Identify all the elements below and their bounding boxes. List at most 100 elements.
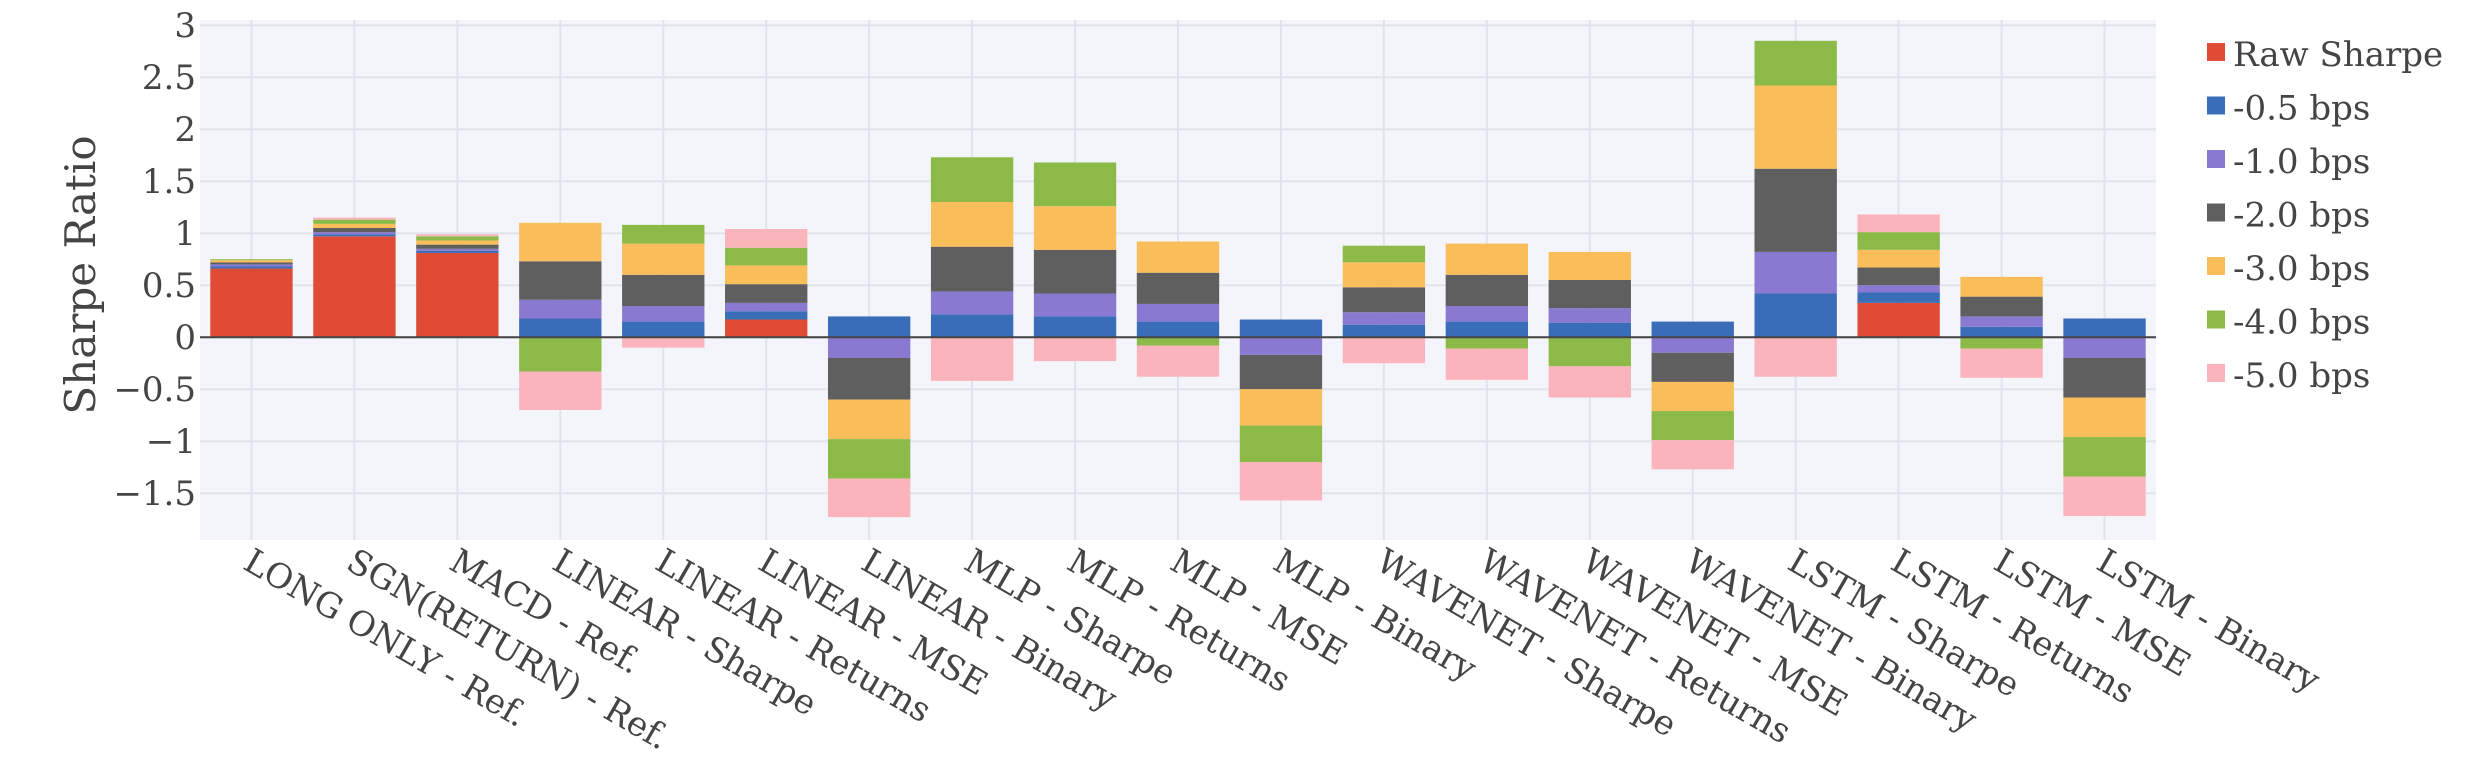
bar-segment[interactable] <box>210 260 293 263</box>
bar-segment[interactable] <box>1342 312 1426 325</box>
bar-segment[interactable] <box>930 157 1014 202</box>
bar-segment[interactable] <box>2063 397 2146 438</box>
bar-segment[interactable] <box>1754 251 1837 294</box>
legend-item[interactable]: -2.0 bps <box>2207 196 2370 236</box>
bar-segment[interactable] <box>827 316 911 338</box>
bar-segment[interactable] <box>519 337 602 372</box>
bar-segment[interactable] <box>1136 241 1220 273</box>
bar-segment[interactable] <box>930 337 1014 381</box>
legend-item[interactable]: -1.0 bps <box>2207 142 2370 182</box>
bar-segment[interactable] <box>313 223 396 228</box>
bar-segment[interactable] <box>416 252 499 338</box>
bar-segment[interactable] <box>1857 302 1940 338</box>
bar-segment[interactable] <box>210 266 293 269</box>
bar-segment[interactable] <box>1960 326 2043 338</box>
bar-segment[interactable] <box>1342 262 1426 288</box>
bar-segment[interactable] <box>1239 462 1323 501</box>
bar-segment[interactable] <box>313 219 396 224</box>
bar-segment[interactable] <box>1651 411 1734 441</box>
bar-segment[interactable] <box>622 224 705 244</box>
bar-segment[interactable] <box>313 228 396 233</box>
bar-segment[interactable] <box>1857 292 1940 303</box>
bar-segment[interactable] <box>1445 321 1529 338</box>
bar-segment[interactable] <box>1239 319 1323 338</box>
bar-segment[interactable] <box>313 236 396 338</box>
bar-segment[interactable] <box>1342 287 1426 313</box>
bar-segment[interactable] <box>2063 437 2146 477</box>
bar-segment[interactable] <box>1342 245 1426 263</box>
legend-item[interactable]: Raw Sharpe <box>2207 35 2443 75</box>
bar-segment[interactable] <box>725 229 808 248</box>
bar-segment[interactable] <box>1651 440 1734 470</box>
bar-segment[interactable] <box>1445 348 1529 380</box>
bar-segment[interactable] <box>1136 345 1220 377</box>
bar-segment[interactable] <box>622 321 705 338</box>
bar-segment[interactable] <box>1033 337 1117 362</box>
bar-segment[interactable] <box>1136 272 1220 304</box>
bar-segment[interactable] <box>1033 316 1117 338</box>
bar-segment[interactable] <box>1651 321 1734 338</box>
bar-segment[interactable] <box>313 232 396 235</box>
bar-segment[interactable] <box>1033 293 1117 317</box>
bar-segment[interactable] <box>210 268 293 338</box>
bar-segment[interactable] <box>416 236 499 241</box>
bar-segment[interactable] <box>1136 303 1220 322</box>
bar-segment[interactable] <box>1754 40 1837 86</box>
bar-segment[interactable] <box>827 478 911 518</box>
bar-segment[interactable] <box>1033 206 1117 250</box>
bar-segment[interactable] <box>1342 324 1426 338</box>
bar-segment[interactable] <box>827 337 911 358</box>
bar-segment[interactable] <box>1548 308 1631 323</box>
bar-segment[interactable] <box>827 439 911 479</box>
bar-segment[interactable] <box>1960 296 2043 317</box>
bar-segment[interactable] <box>827 399 911 440</box>
legend[interactable]: Raw Sharpe -0.5 bps -1.0 bps -2.0 bps -3.0 b… <box>2207 35 2443 396</box>
bar-segment[interactable] <box>725 311 808 320</box>
bar-segment[interactable] <box>1548 280 1631 309</box>
bar-segment[interactable] <box>519 261 602 300</box>
bar-segment[interactable] <box>1960 348 2043 378</box>
bar-segment[interactable] <box>930 291 1014 315</box>
bar-segment[interactable] <box>1754 85 1837 169</box>
bar-segment[interactable] <box>622 274 705 306</box>
bar-segment[interactable] <box>416 234 499 237</box>
bar-segment[interactable] <box>1033 162 1117 207</box>
legend-item[interactable]: -0.5 bps <box>2207 89 2370 129</box>
bar-segment[interactable] <box>2063 337 2146 358</box>
bar-segment[interactable] <box>1651 381 1734 412</box>
bar-segment[interactable] <box>1548 337 1631 367</box>
bar-segment[interactable] <box>725 302 808 312</box>
bar-segment[interactable] <box>1857 249 1940 268</box>
bar-segment[interactable] <box>2063 476 2146 517</box>
bar-segment[interactable] <box>1960 316 2043 327</box>
bar-segment[interactable] <box>1754 293 1837 338</box>
bar-segment[interactable] <box>416 250 499 253</box>
bar-segment[interactable] <box>1136 321 1220 338</box>
legend-item[interactable]: -3.0 bps <box>2207 249 2370 289</box>
bar-segment[interactable] <box>1857 232 1940 250</box>
bar-segment[interactable] <box>416 248 499 251</box>
bar-segment[interactable] <box>1239 425 1323 462</box>
bar-segment[interactable] <box>1651 352 1734 382</box>
bar-segment[interactable] <box>210 264 293 267</box>
bar-segment[interactable] <box>1445 243 1529 275</box>
legend-item[interactable]: -5.0 bps <box>2207 356 2370 396</box>
bar-segment[interactable] <box>1857 285 1940 293</box>
bar-segment[interactable] <box>1857 214 1940 233</box>
bar-segment[interactable] <box>1548 251 1631 280</box>
bar-segment[interactable] <box>1960 276 2043 297</box>
bar-segment[interactable] <box>1548 366 1631 398</box>
bar-segment[interactable] <box>930 246 1014 292</box>
bar-segment[interactable] <box>930 314 1014 338</box>
bar-segment[interactable] <box>622 306 705 322</box>
bar-segment[interactable] <box>1754 337 1837 377</box>
bar-segment[interactable] <box>1548 322 1631 338</box>
bar-segment[interactable] <box>725 319 808 338</box>
bar-segment[interactable] <box>1239 389 1323 426</box>
bar-segment[interactable] <box>1754 168 1837 252</box>
bar-segment[interactable] <box>1445 306 1529 322</box>
bar-segment[interactable] <box>1342 337 1426 364</box>
bar-segment[interactable] <box>1857 267 1940 286</box>
bar-segment[interactable] <box>1136 337 1220 346</box>
bar-segment[interactable] <box>725 247 808 266</box>
